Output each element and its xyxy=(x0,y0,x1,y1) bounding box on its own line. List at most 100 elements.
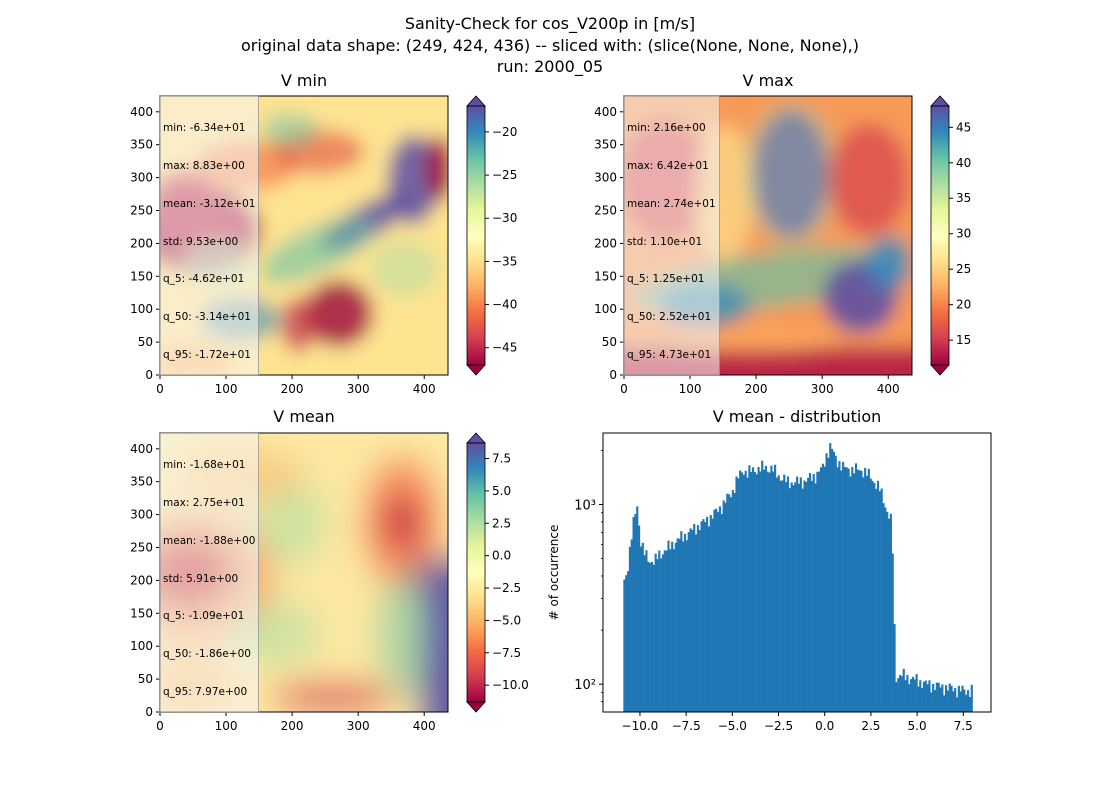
histogram-bar xyxy=(829,443,832,712)
histogram-bar xyxy=(623,579,626,712)
histogram-bar xyxy=(713,509,716,712)
y-tick-label: 400 xyxy=(130,442,153,456)
stat-line: mean: -3.12e+01 xyxy=(163,197,256,210)
colorbar-extend-min xyxy=(930,364,950,376)
histogram-bar xyxy=(932,683,935,712)
colorbar-tick-label: −45 xyxy=(492,341,517,355)
histogram-bar xyxy=(772,471,775,712)
histogram-bar xyxy=(849,476,852,712)
histogram-bar xyxy=(935,682,938,712)
histogram-bar xyxy=(864,468,867,712)
colorbar-extend-min xyxy=(466,364,486,376)
colorbar-v-max xyxy=(931,106,949,365)
x-tick-label: −10.0 xyxy=(622,719,659,733)
figure-title-line-2: original data shape: (249, 424, 436) -- … xyxy=(241,36,859,55)
histogram-bar xyxy=(634,514,637,712)
x-tick-label: 400 xyxy=(413,719,436,733)
histogram-bar xyxy=(626,571,630,712)
colorbar-tick-label: −7.5 xyxy=(492,646,521,660)
panel-title-distribution: V mean - distribution xyxy=(712,407,882,426)
x-tick-label: 5.0 xyxy=(908,719,927,733)
stat-line: q_95: -1.72e+01 xyxy=(163,348,251,361)
histogram-bar xyxy=(737,478,740,712)
histogram-bar xyxy=(654,553,657,712)
histogram-bar xyxy=(645,550,648,712)
histogram-bar xyxy=(961,685,964,712)
panel-title-v-mean: V mean xyxy=(273,407,335,426)
histogram-bar xyxy=(812,473,815,712)
histogram-bar xyxy=(706,516,709,712)
x-tick-label: 200 xyxy=(745,382,768,396)
y-tick-label: 0 xyxy=(145,368,153,382)
histogram-bar xyxy=(650,561,654,712)
histogram-bar xyxy=(957,685,960,712)
histogram-bar xyxy=(818,471,821,712)
y-tick-label: 250 xyxy=(594,203,617,217)
histogram-bar xyxy=(698,530,701,712)
stat-line: max: 8.83e+00 xyxy=(163,159,245,172)
x-tick-label: 300 xyxy=(811,382,834,396)
stat-line: std: 5.91e+00 xyxy=(163,572,239,585)
histogram-bar xyxy=(810,480,813,712)
histogram-bar xyxy=(860,470,863,712)
histogram-bar xyxy=(950,685,953,712)
histogram-bar xyxy=(700,521,703,712)
histogram-bar xyxy=(689,528,692,712)
figure-title-line-3: run: 2000_05 xyxy=(496,57,604,76)
histogram-bar xyxy=(728,494,731,712)
histogram-bar xyxy=(910,679,913,712)
histogram-bar xyxy=(930,692,933,712)
histogram-bar xyxy=(922,681,926,712)
colorbar-extend-min xyxy=(466,701,486,713)
y-tick-label: 400 xyxy=(130,105,153,119)
axes-frame-distribution xyxy=(602,432,992,713)
histogram-bar xyxy=(917,686,920,712)
y-tick-label: 50 xyxy=(138,672,153,686)
stat-line: q_50: -3.14e+01 xyxy=(163,311,251,324)
histogram-bar xyxy=(687,532,690,712)
histogram-bar xyxy=(948,683,951,712)
colorbar-tick-label: 2.5 xyxy=(492,516,511,530)
histogram-bar xyxy=(761,460,764,712)
histogram-bar xyxy=(676,538,679,712)
histogram-bar xyxy=(768,472,771,712)
histogram-bar xyxy=(906,674,909,712)
x-tick-label: 0 xyxy=(620,382,628,396)
histogram-bar xyxy=(943,695,946,712)
histogram-bar xyxy=(886,511,889,712)
histogram-bar xyxy=(915,674,918,712)
histogram-bar xyxy=(746,477,749,712)
y-tick-label: 200 xyxy=(130,573,153,587)
histogram-bar xyxy=(882,503,885,712)
histogram-bar xyxy=(933,690,937,712)
histogram-bar xyxy=(873,482,876,712)
histogram-bar xyxy=(889,513,892,712)
histogram-bar xyxy=(821,463,824,712)
histogram-bar xyxy=(693,523,696,712)
stat-line: q_50: -1.86e+00 xyxy=(163,648,251,661)
histogram-bar xyxy=(641,542,644,712)
y-tick-label: 0 xyxy=(145,705,153,719)
histogram-bar xyxy=(775,477,779,712)
histogram-bar xyxy=(845,467,848,712)
x-tick-label: −2.5 xyxy=(764,719,793,733)
stat-line: q_95: 7.97e+00 xyxy=(163,685,248,698)
histogram-bar xyxy=(665,550,668,712)
histogram-bar xyxy=(970,684,973,712)
histogram-bar xyxy=(755,474,758,712)
histogram-bar xyxy=(871,480,874,712)
stat-line: min: 2.16e+00 xyxy=(627,122,706,135)
histogram-bar xyxy=(764,465,767,712)
histogram-bar xyxy=(807,477,810,712)
histogram-bar xyxy=(832,451,835,712)
histogram-bar xyxy=(908,684,911,712)
y-tick-label: 10³ xyxy=(574,498,596,513)
stat-line: max: 2.75e+01 xyxy=(163,496,245,509)
histogram-bar xyxy=(902,668,905,712)
histogram-bar xyxy=(904,680,907,712)
histogram-bar xyxy=(777,475,780,712)
histogram-bar xyxy=(674,542,677,712)
y-tick-label: 100 xyxy=(130,302,153,316)
histogram-bar xyxy=(649,562,652,712)
histogram-bar xyxy=(739,470,742,712)
